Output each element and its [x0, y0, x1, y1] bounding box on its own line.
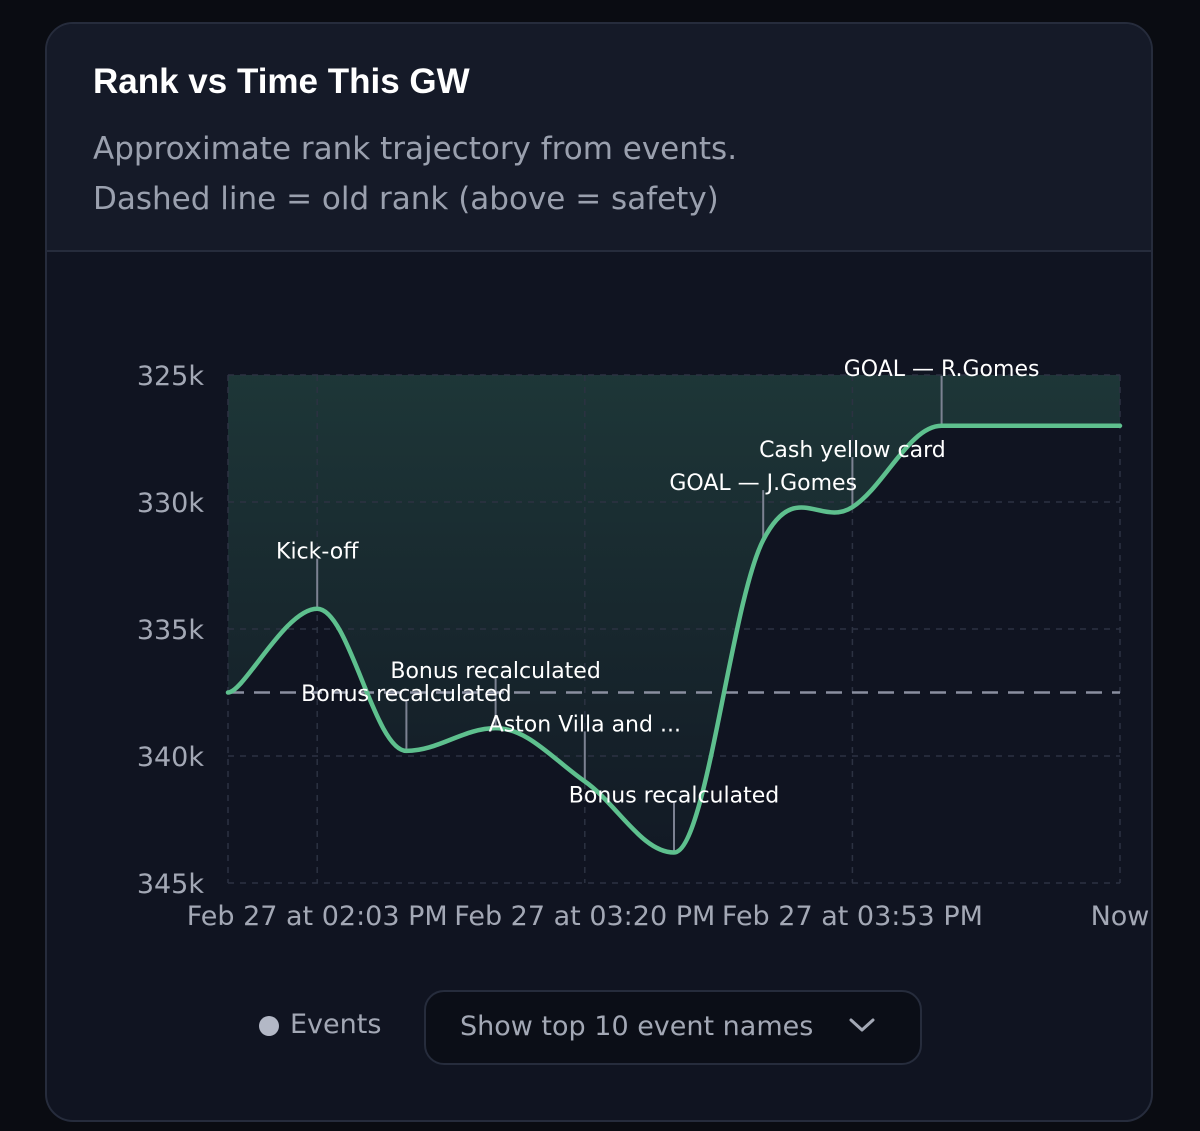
y-tick-label: 345k	[137, 869, 205, 900]
x-tick-label: Feb 27 at 03:53 PM	[722, 901, 983, 932]
subtitle-line-2: Dashed line = old rank (above = safety)	[93, 181, 719, 217]
event-annotation-label: Aston Villa and ...	[489, 712, 681, 737]
event-annotation-label: Bonus recalculated	[569, 784, 779, 809]
y-tick-label: 335k	[137, 615, 205, 646]
event-annotation-label: GOAL — J.Gomes	[669, 471, 857, 496]
event-annotation-label: Bonus recalculated	[301, 682, 511, 707]
card-header: Rank vs Time This GW Approximate rank tr…	[47, 24, 1151, 252]
y-tick-label: 330k	[137, 488, 205, 519]
y-tick-label: 340k	[137, 742, 205, 773]
event-annotation-label: GOAL — R.Gomes	[844, 357, 1040, 382]
rank-line	[225, 423, 1123, 855]
dropdown-selected-label: Show top 10 event names	[460, 1011, 814, 1042]
events-legend-label[interactable]: Events	[290, 1009, 382, 1040]
event-annotation-label: Bonus recalculated	[390, 659, 600, 684]
event-names-dropdown[interactable]: Show top 10 event names	[424, 990, 922, 1065]
x-tick-label: Now	[1091, 901, 1150, 932]
chart-title: Rank vs Time This GW	[93, 62, 470, 101]
safety-area-fill	[228, 375, 1120, 853]
y-tick-label: 325k	[137, 361, 205, 392]
chevron-down-icon	[849, 1018, 875, 1032]
event-annotation-label: Cash yellow card	[759, 438, 946, 463]
x-tick-label: Feb 27 at 02:03 PM	[187, 901, 448, 932]
chart-subtitle: Approximate rank trajectory from events.…	[93, 124, 737, 224]
events-legend-dot	[259, 1016, 279, 1036]
event-annotation-label: Kick-off	[276, 540, 359, 565]
x-tick-label: Feb 27 at 03:20 PM	[454, 901, 715, 932]
rank-chart-card: Rank vs Time This GW Approximate rank tr…	[45, 22, 1153, 1122]
subtitle-line-1: Approximate rank trajectory from events.	[93, 131, 738, 167]
